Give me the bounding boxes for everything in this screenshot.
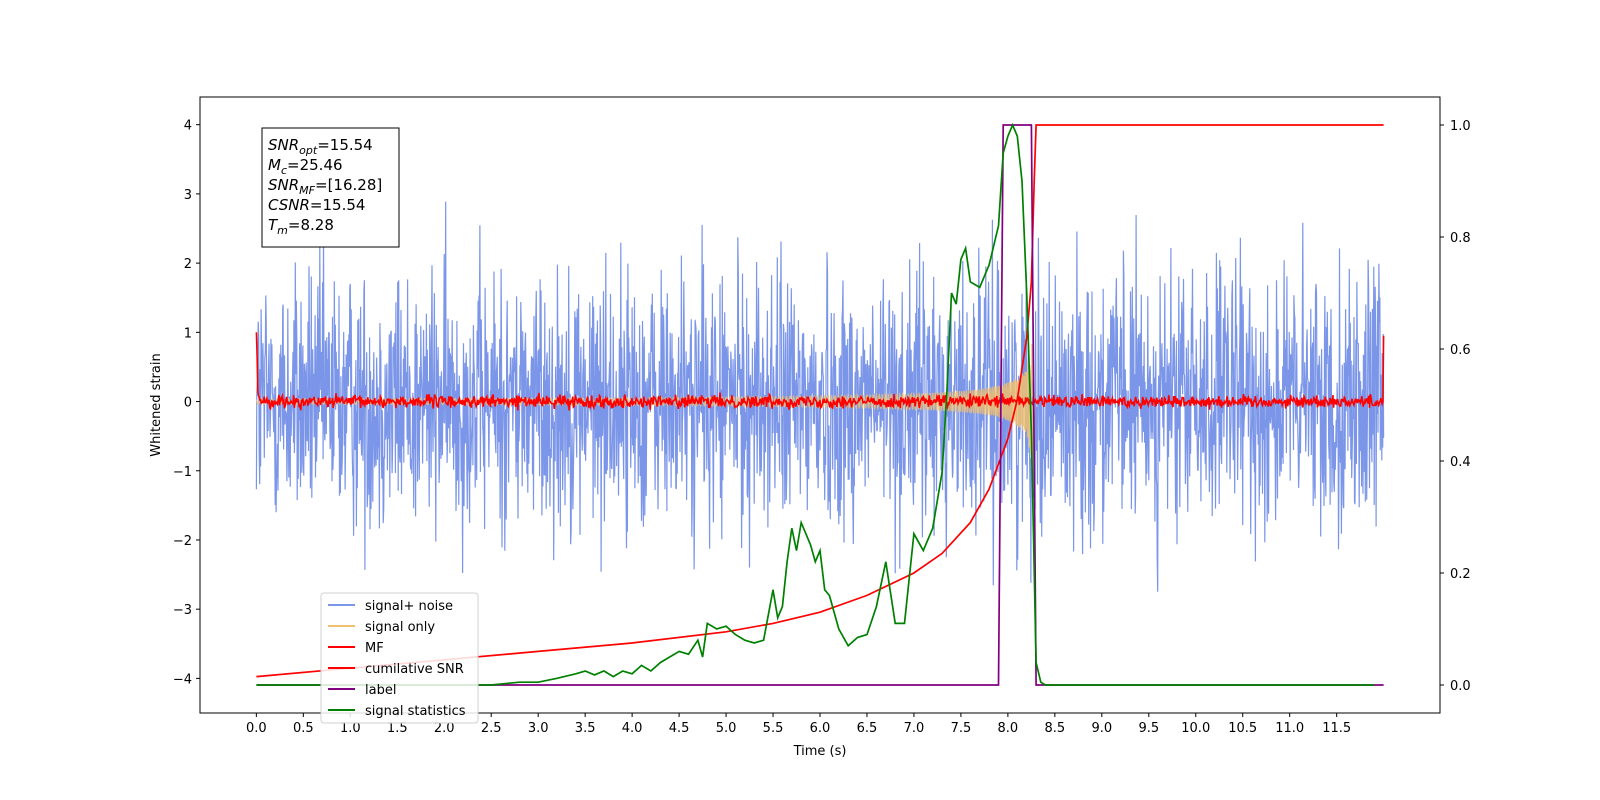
x-tick-label: 1.5 [387, 721, 408, 736]
y2-tick-label: 0.4 [1450, 455, 1471, 470]
series-cumilative-snr-line [256, 124, 1384, 678]
annotation-value: =15.54 [317, 136, 373, 154]
annotation-symbol: CSNR [268, 196, 310, 214]
x-tick-label: 11.5 [1322, 721, 1351, 736]
legend-cumilative-snr-label: cumilative SNR [365, 662, 464, 677]
plot-frame [199, 96, 1441, 714]
y-tick-label: −3 [173, 603, 192, 618]
annotation-symbol: T [268, 216, 279, 234]
x-tick-label: 6.0 [810, 721, 831, 736]
annotation-symbol: M [268, 156, 281, 174]
y2-tick-label: 0.8 [1450, 231, 1471, 246]
y-tick-label: 3 [184, 188, 192, 203]
y-tick-label: 2 [184, 257, 192, 272]
y-axis-label: Whitened strain [149, 353, 164, 456]
x-tick-label: 9.5 [1138, 721, 1159, 736]
annotation-value: =15.54 [310, 196, 366, 214]
x-tick-label: 3.5 [575, 721, 596, 736]
y2-tick-label: 0.0 [1450, 679, 1471, 694]
x-tick-label: 0.0 [246, 721, 267, 736]
x-tick-label: 3.0 [528, 721, 549, 736]
annotation-value: =8.28 [288, 216, 334, 234]
y-tick-label: 0 [184, 396, 192, 411]
x-tick-label: 6.5 [857, 721, 878, 736]
annotation-box: SNRopt=15.54Mc=25.46SNRMF=[16.28]CSNR=15… [261, 127, 400, 248]
y-tick-label: 1 [184, 326, 192, 341]
x-axis-label: Time (s) [793, 744, 847, 759]
series-mf-line [255, 332, 1385, 411]
annotation-frame [261, 127, 400, 248]
x-tick-label: 0.5 [293, 721, 314, 736]
annotation-subscript: c [281, 164, 287, 177]
x-tick-label: 4.5 [669, 721, 690, 736]
x-tick-label: 2.0 [434, 721, 455, 736]
annotation-value: =25.46 [287, 156, 343, 174]
y2-tick-label: 0.6 [1450, 343, 1471, 358]
annotation-subscript: opt [299, 144, 318, 157]
x-tick-label: 9.0 [1091, 721, 1112, 736]
annotation-value: =[16.28] [315, 176, 382, 194]
x-tick-label: 5.0 [716, 721, 737, 736]
x-tick-label: 1.0 [340, 721, 361, 736]
plot-area [255, 122, 1385, 686]
annotation-line: Mc=25.46 [268, 156, 343, 177]
y-tick-label: 4 [184, 119, 192, 134]
annotation-line: SNRopt=15.54 [268, 136, 373, 157]
annotation-line: SNRMF=[16.28] [268, 176, 382, 197]
annotation-symbol: SNR [268, 176, 299, 194]
legend: signal+ noise signal only MF cumilative SNR… [320, 592, 479, 724]
legend-frame [320, 592, 479, 724]
annotation-line: CSNR=15.54 [268, 196, 365, 214]
x-tick-label: 8.0 [998, 721, 1019, 736]
x-tick-label: 10.5 [1228, 721, 1257, 736]
x-tick-label: 10.0 [1181, 721, 1210, 736]
axes: 0.0 0.5 1.0 1.5 2.0 2.5 3.0 3.5 4.0 4.5 5.0 5.5 6.0 6… [173, 119, 1471, 736]
x-tick-label: 5.5 [763, 721, 784, 736]
annotation-symbol: SNR [268, 136, 299, 154]
x-tick-label: 4.0 [622, 721, 643, 736]
legend-signal-only-label: signal only [365, 620, 435, 635]
legend-signal-noise-label: signal+ noise [365, 599, 453, 614]
legend-label-label: label [365, 683, 396, 698]
y-tick-label: −1 [173, 465, 192, 480]
y-tick-label: −2 [173, 534, 192, 549]
x-tick-label: 8.5 [1045, 721, 1066, 736]
series-signal-noise-line [255, 201, 1385, 592]
annotation-line: Tm=8.28 [268, 216, 334, 237]
y2-tick-label: 1.0 [1450, 119, 1471, 134]
annotation-subscript: m [277, 224, 288, 237]
series-signal-statistics-line [256, 122, 1375, 686]
x-tick-label: 11.0 [1275, 721, 1304, 736]
x-tick-label: 7.5 [951, 721, 972, 736]
x-tick-label: 2.5 [481, 721, 502, 736]
legend-signal-statistics-label: signal statistics [365, 704, 466, 719]
legend-mf-label: MF [365, 641, 384, 656]
x-tick-label: 7.0 [904, 721, 925, 736]
y2-tick-label: 0.2 [1450, 567, 1471, 582]
annotation-subscript: MF [299, 184, 315, 197]
y-tick-label: −4 [173, 672, 192, 687]
